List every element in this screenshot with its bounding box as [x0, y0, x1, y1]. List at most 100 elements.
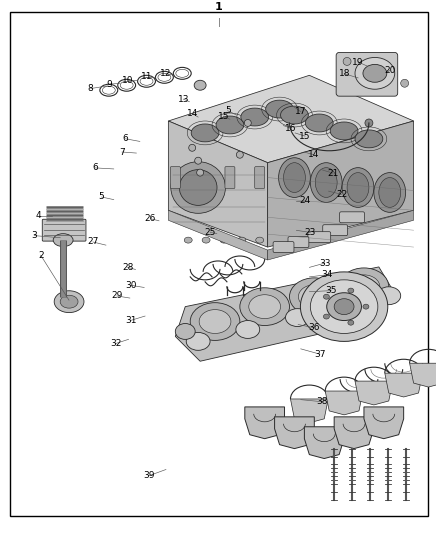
Ellipse shape	[298, 285, 330, 309]
Ellipse shape	[281, 106, 308, 124]
Text: 7: 7	[119, 148, 125, 157]
Polygon shape	[168, 121, 268, 247]
Text: 18: 18	[339, 69, 350, 78]
Text: 16: 16	[285, 124, 297, 133]
Ellipse shape	[279, 158, 311, 197]
Ellipse shape	[53, 233, 73, 247]
FancyBboxPatch shape	[288, 237, 309, 247]
FancyBboxPatch shape	[273, 241, 294, 253]
Ellipse shape	[300, 272, 388, 342]
Circle shape	[197, 82, 204, 88]
Text: 38: 38	[317, 397, 328, 406]
Text: 29: 29	[111, 292, 123, 301]
Polygon shape	[168, 211, 268, 260]
Text: 37: 37	[314, 350, 325, 359]
Polygon shape	[168, 75, 413, 163]
FancyBboxPatch shape	[255, 167, 265, 189]
Polygon shape	[175, 267, 394, 361]
Ellipse shape	[220, 237, 228, 243]
Polygon shape	[290, 399, 328, 423]
Text: 30: 30	[125, 281, 137, 290]
Ellipse shape	[311, 280, 378, 334]
Ellipse shape	[327, 293, 361, 320]
Text: 19: 19	[353, 58, 364, 67]
Ellipse shape	[179, 169, 217, 205]
Ellipse shape	[238, 237, 246, 243]
Circle shape	[401, 79, 409, 87]
FancyBboxPatch shape	[308, 232, 331, 243]
Text: 25: 25	[205, 228, 216, 237]
Text: 10: 10	[122, 76, 134, 85]
Ellipse shape	[186, 333, 210, 350]
FancyBboxPatch shape	[323, 225, 348, 236]
Text: 14: 14	[308, 150, 319, 159]
Ellipse shape	[240, 288, 290, 326]
Ellipse shape	[355, 130, 383, 148]
Polygon shape	[410, 363, 438, 387]
Circle shape	[189, 144, 196, 151]
Ellipse shape	[342, 168, 374, 207]
FancyBboxPatch shape	[336, 52, 398, 96]
Text: 6: 6	[123, 134, 128, 143]
Text: 20: 20	[384, 66, 396, 75]
Circle shape	[194, 157, 201, 164]
Ellipse shape	[339, 268, 389, 305]
Text: 36: 36	[308, 323, 320, 332]
Text: 27: 27	[87, 238, 99, 246]
Circle shape	[244, 119, 251, 126]
Ellipse shape	[311, 163, 342, 203]
Circle shape	[197, 169, 204, 176]
Ellipse shape	[256, 237, 264, 243]
Ellipse shape	[236, 320, 260, 338]
Circle shape	[237, 151, 244, 158]
Polygon shape	[245, 407, 285, 439]
Text: 28: 28	[122, 263, 133, 272]
Ellipse shape	[363, 64, 387, 82]
Polygon shape	[268, 121, 413, 247]
Text: 14: 14	[187, 109, 198, 118]
Text: 12: 12	[160, 69, 172, 78]
Ellipse shape	[283, 163, 305, 192]
Ellipse shape	[175, 324, 195, 340]
Ellipse shape	[60, 295, 78, 308]
Text: 31: 31	[125, 316, 137, 325]
Text: 5: 5	[225, 106, 230, 115]
Ellipse shape	[334, 298, 354, 314]
Ellipse shape	[330, 122, 358, 140]
Ellipse shape	[374, 173, 406, 212]
Polygon shape	[325, 391, 363, 415]
FancyBboxPatch shape	[225, 167, 235, 189]
Polygon shape	[304, 427, 344, 458]
Ellipse shape	[191, 124, 219, 142]
Text: 26: 26	[145, 214, 156, 223]
Text: 24: 24	[300, 196, 311, 205]
Ellipse shape	[190, 303, 240, 341]
Text: 1: 1	[215, 2, 223, 12]
Text: 11: 11	[141, 72, 152, 82]
Polygon shape	[385, 373, 423, 397]
Text: 32: 32	[110, 339, 121, 348]
Ellipse shape	[323, 294, 329, 299]
Polygon shape	[275, 417, 314, 449]
Circle shape	[343, 58, 351, 66]
Ellipse shape	[202, 237, 210, 243]
Polygon shape	[355, 381, 393, 405]
Text: 15: 15	[299, 132, 311, 141]
FancyBboxPatch shape	[339, 212, 364, 223]
Ellipse shape	[348, 320, 354, 325]
Text: 22: 22	[336, 190, 347, 199]
Ellipse shape	[194, 80, 206, 90]
Ellipse shape	[199, 310, 231, 334]
Text: 13: 13	[177, 94, 189, 103]
Polygon shape	[268, 211, 413, 260]
Text: 39: 39	[143, 471, 154, 480]
Text: 4: 4	[36, 211, 41, 220]
Ellipse shape	[323, 314, 329, 319]
Text: 15: 15	[218, 112, 229, 121]
Ellipse shape	[171, 161, 226, 213]
Text: 34: 34	[321, 270, 332, 279]
Ellipse shape	[363, 304, 369, 309]
Ellipse shape	[355, 58, 395, 89]
Text: 23: 23	[305, 228, 316, 237]
Text: 2: 2	[38, 251, 43, 260]
